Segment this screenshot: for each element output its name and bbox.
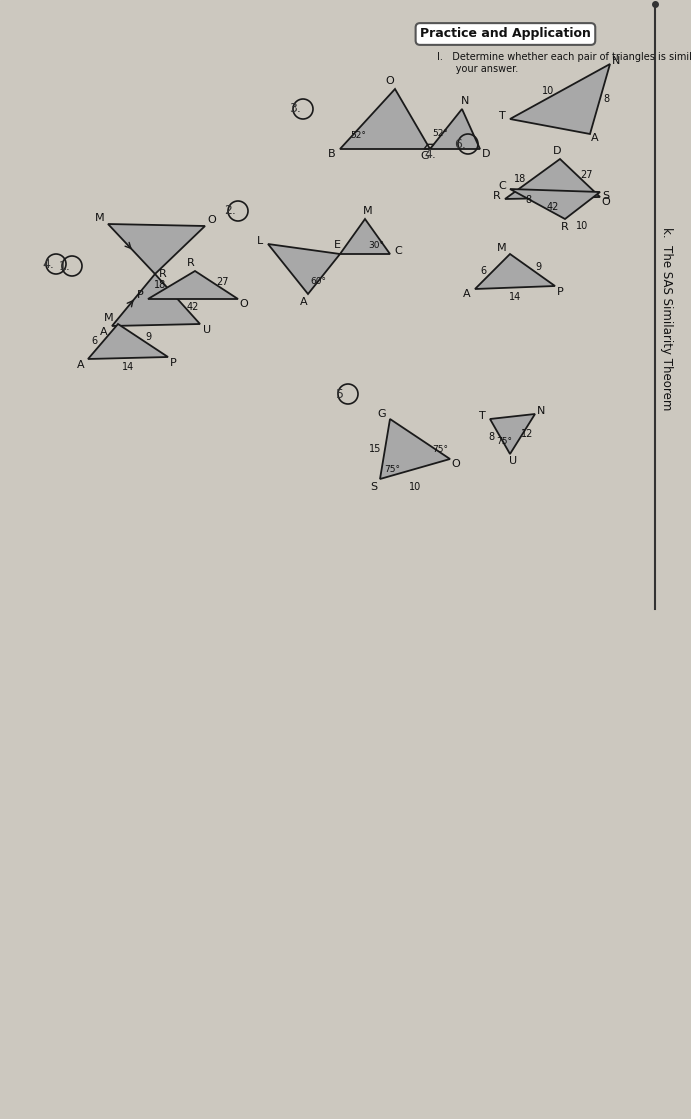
Polygon shape <box>108 224 205 274</box>
Text: M: M <box>104 313 114 323</box>
Text: A: A <box>100 327 108 337</box>
Text: B: B <box>328 149 336 159</box>
Text: 9: 9 <box>536 262 542 272</box>
Polygon shape <box>475 254 555 289</box>
Text: 27: 27 <box>216 278 229 286</box>
Text: A: A <box>463 289 471 299</box>
Text: C: C <box>498 181 506 191</box>
Text: O: O <box>386 76 395 86</box>
Text: C: C <box>394 246 402 256</box>
Text: 42: 42 <box>547 203 559 211</box>
Polygon shape <box>430 109 480 149</box>
Text: Practice and Application: Practice and Application <box>420 28 591 40</box>
Text: R: R <box>493 191 501 201</box>
Polygon shape <box>88 325 168 359</box>
Text: L: L <box>257 236 263 246</box>
Text: 30°: 30° <box>368 242 384 251</box>
Text: 18: 18 <box>514 173 527 184</box>
Text: 8: 8 <box>603 94 609 104</box>
Text: 6.: 6. <box>454 138 466 150</box>
Text: 4.: 4. <box>424 148 436 160</box>
Text: D: D <box>553 145 561 156</box>
Text: S: S <box>603 191 609 201</box>
Text: I.   Determine whether each pair of triangles is similar. If similarity exists, : I. Determine whether each pair of triang… <box>437 51 691 62</box>
Text: 15: 15 <box>369 444 381 454</box>
Polygon shape <box>148 271 238 299</box>
Polygon shape <box>112 274 200 326</box>
Text: 75°: 75° <box>496 438 512 446</box>
Text: 42: 42 <box>187 302 199 312</box>
Text: 12: 12 <box>521 429 533 439</box>
Text: 8: 8 <box>488 432 494 442</box>
Text: 60°: 60° <box>310 278 326 286</box>
Text: 4.: 4. <box>42 257 54 271</box>
Polygon shape <box>510 64 610 134</box>
Text: N: N <box>461 96 469 106</box>
Polygon shape <box>490 414 535 454</box>
Text: M: M <box>95 213 105 223</box>
Text: P: P <box>169 358 176 368</box>
Polygon shape <box>380 419 450 479</box>
Text: G: G <box>421 151 429 161</box>
Text: P: P <box>137 290 143 300</box>
Text: 1.: 1. <box>59 260 71 273</box>
Text: 75°: 75° <box>432 444 448 453</box>
Text: R: R <box>561 222 569 232</box>
Text: R: R <box>187 258 195 267</box>
Polygon shape <box>340 90 430 149</box>
Text: 6: 6 <box>91 337 97 347</box>
Polygon shape <box>510 189 600 219</box>
Text: G: G <box>378 410 386 419</box>
Text: N: N <box>537 406 545 416</box>
Text: 3.: 3. <box>289 103 301 115</box>
Polygon shape <box>268 244 340 294</box>
Text: 75°: 75° <box>384 464 400 473</box>
Text: 27: 27 <box>580 170 594 180</box>
Text: 14: 14 <box>509 292 521 302</box>
Text: O: O <box>240 299 248 309</box>
Text: 14: 14 <box>122 363 134 372</box>
Text: 10: 10 <box>542 86 554 96</box>
Text: 52°: 52° <box>350 131 366 140</box>
Text: 5: 5 <box>336 387 344 401</box>
Text: P: P <box>557 286 563 297</box>
Text: U: U <box>203 325 211 335</box>
Text: A: A <box>77 360 85 370</box>
Text: 2.: 2. <box>224 205 236 217</box>
Text: M: M <box>498 243 507 253</box>
Text: A: A <box>300 297 307 307</box>
Text: 6: 6 <box>480 266 486 276</box>
Text: T: T <box>479 411 485 421</box>
Text: your answer.: your answer. <box>437 64 518 74</box>
Text: k.  The SAS Similarity Theorem: k. The SAS Similarity Theorem <box>661 227 674 411</box>
Text: 9: 9 <box>145 332 151 342</box>
Text: 10: 10 <box>576 220 589 231</box>
Text: O: O <box>602 197 610 207</box>
Text: N: N <box>612 56 621 66</box>
Polygon shape <box>505 159 600 199</box>
Text: O: O <box>207 215 216 225</box>
Text: U: U <box>509 457 517 466</box>
Text: E: E <box>334 239 341 250</box>
Text: M: M <box>363 206 373 216</box>
Text: T: T <box>499 111 505 121</box>
Text: R: R <box>159 269 167 279</box>
Text: 10: 10 <box>409 482 421 492</box>
Text: A: A <box>591 133 599 143</box>
Text: 52°: 52° <box>432 129 448 138</box>
Text: 18: 18 <box>154 280 167 290</box>
Polygon shape <box>340 219 390 254</box>
Text: O: O <box>452 459 460 469</box>
Text: D: D <box>482 149 490 159</box>
Text: 8: 8 <box>525 195 531 205</box>
Text: S: S <box>370 482 377 492</box>
